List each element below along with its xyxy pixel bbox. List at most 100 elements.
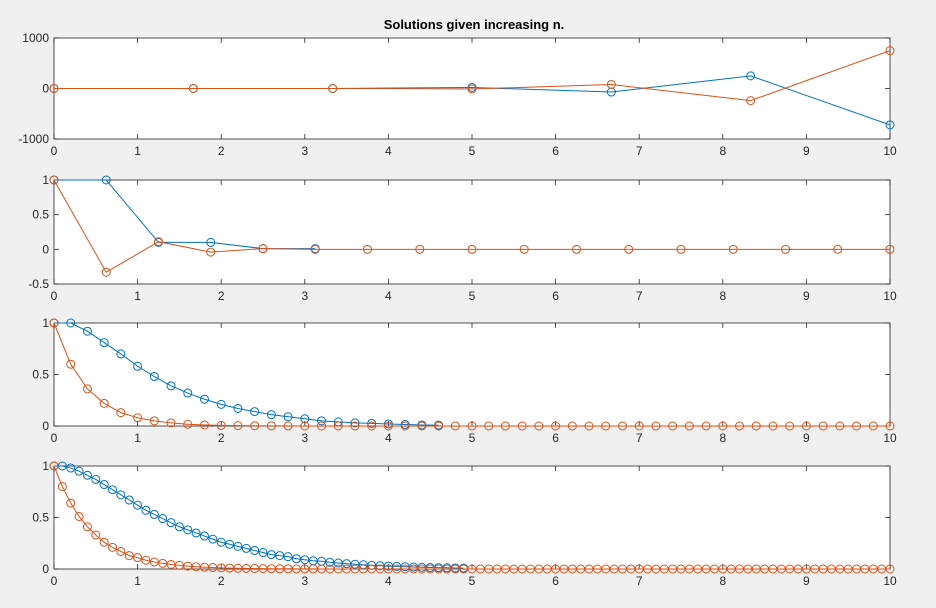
data-point (624, 244, 634, 254)
data-point (250, 407, 260, 417)
data-point (601, 421, 611, 431)
data-point (74, 466, 84, 476)
data-point (116, 546, 126, 556)
data-point (818, 421, 828, 431)
data-point (66, 359, 76, 369)
y-tick-label: 0 (42, 562, 49, 576)
data-point (885, 46, 895, 56)
x-tick-label: 1 (134, 574, 141, 588)
data-point (868, 421, 878, 431)
data-point (350, 421, 360, 431)
x-tick-label: 9 (803, 431, 810, 445)
axes-box (53, 322, 891, 427)
data-point (141, 505, 151, 515)
y-tick-label: -0.5 (28, 277, 49, 291)
figure-title: Solutions given increasing n. (384, 17, 565, 32)
x-tick-label: 9 (803, 144, 810, 158)
data-point (99, 537, 109, 547)
series-line (53, 322, 890, 427)
data-point (283, 552, 293, 562)
data-point (82, 384, 92, 394)
x-tick-label: 4 (385, 431, 392, 445)
data-point (417, 421, 427, 431)
data-point (500, 421, 510, 431)
data-point (66, 463, 76, 473)
data-point (108, 485, 118, 495)
data-point (415, 244, 425, 254)
data-point (116, 349, 126, 359)
x-tick-label: 1 (134, 431, 141, 445)
data-point (885, 244, 895, 254)
data-point (684, 421, 694, 431)
data-point (74, 511, 84, 521)
data-point (233, 403, 243, 413)
x-tick-label: 10 (883, 289, 897, 303)
data-point (116, 408, 126, 418)
data-point (801, 421, 811, 431)
subplot-4: 0 1 2 3 4 5 6 7 8 9 10 0 0.5 1 (32, 459, 897, 588)
x-tick-label: 0 (51, 574, 58, 588)
x-tick-label: 7 (636, 431, 643, 445)
y-tick-label: 1 (42, 173, 49, 187)
data-point (634, 421, 644, 431)
data-point (718, 421, 728, 431)
x-tick-label: 7 (636, 144, 643, 158)
data-point (328, 84, 338, 93)
x-tick-label: 8 (719, 574, 726, 588)
x-tick-label: 0 (51, 289, 58, 303)
data-point (785, 421, 795, 431)
data-point (484, 421, 494, 431)
data-point (746, 71, 756, 81)
x-tick-label: 1 (134, 289, 141, 303)
data-point (133, 553, 143, 563)
data-point (310, 244, 320, 254)
data-point (133, 413, 143, 423)
data-point (300, 421, 310, 431)
data-point (99, 480, 109, 490)
data-point (233, 541, 243, 551)
data-point (363, 244, 372, 254)
x-tick-label: 2 (218, 431, 225, 445)
data-point (350, 418, 360, 428)
y-tick-label: -1000 (18, 132, 49, 146)
data-point (728, 244, 738, 254)
subplot-2: 0 1 2 3 4 5 6 7 8 9 10-0.500.51 (28, 173, 897, 303)
data-point (266, 421, 276, 431)
x-tick-label: 6 (552, 574, 559, 588)
data-point (124, 495, 134, 505)
data-point (183, 525, 193, 535)
x-tick-label: 9 (803, 574, 810, 588)
data-point (149, 416, 159, 426)
data-point (149, 557, 159, 567)
data-point (258, 548, 268, 558)
x-tick-label: 5 (469, 144, 476, 158)
x-tick-label: 4 (385, 144, 392, 158)
data-point (283, 412, 293, 422)
data-point (367, 418, 377, 428)
x-tick-label: 7 (636, 574, 643, 588)
series-line (54, 50, 891, 102)
data-point (216, 420, 226, 430)
data-point (606, 79, 616, 89)
data-point (82, 522, 92, 532)
x-tick-label: 3 (301, 574, 308, 588)
x-tick-label: 4 (385, 289, 392, 303)
series-2 (49, 318, 895, 431)
data-point (124, 551, 134, 561)
data-point (66, 318, 76, 328)
data-point (835, 421, 845, 431)
series-line (53, 465, 890, 570)
data-point (174, 522, 184, 532)
data-point (49, 175, 59, 185)
data-point (49, 84, 59, 93)
x-tick-label: 1 (134, 144, 141, 158)
data-point (225, 539, 235, 549)
data-point (701, 421, 711, 431)
subplot-3: 0 1 2 3 4 5 6 7 8 9 10 0 0.5 1 (32, 316, 897, 445)
data-point (183, 388, 193, 398)
data-point (216, 399, 226, 409)
data-point (434, 421, 444, 431)
